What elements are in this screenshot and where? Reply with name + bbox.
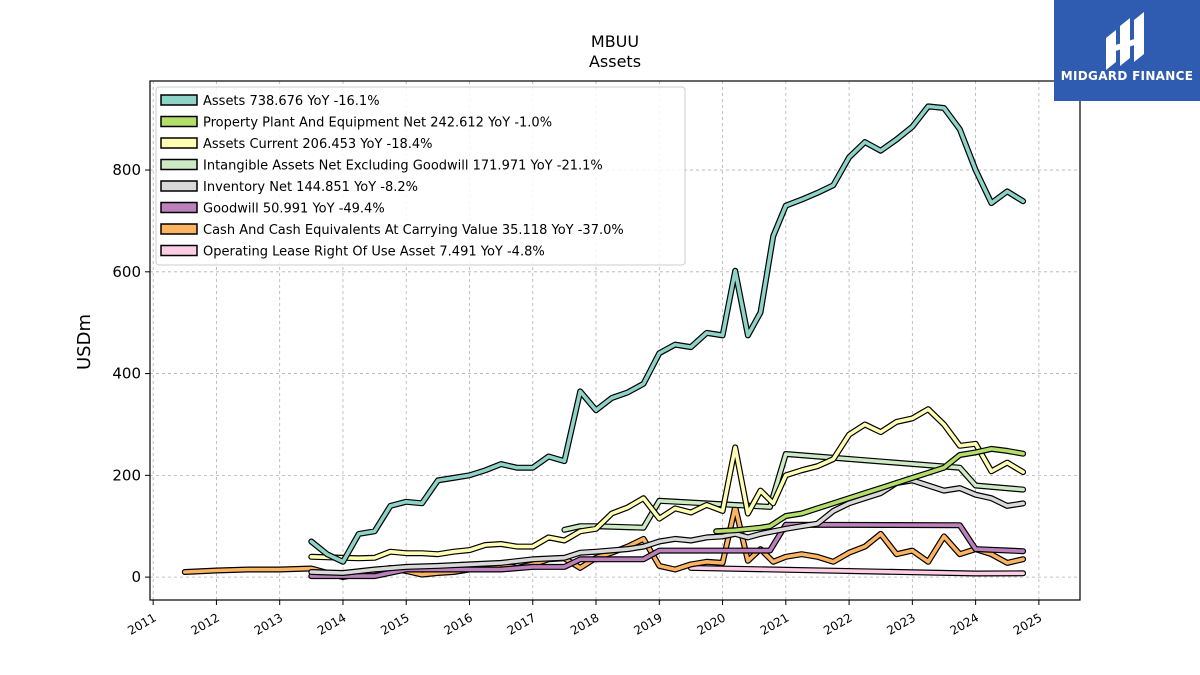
series-goodwill <box>308 521 1027 580</box>
legend-entry: Property Plant And Equipment Net 242.612… <box>203 116 552 131</box>
series-line <box>562 452 1025 532</box>
logo-text: MIDGARD FINANCE <box>1061 69 1193 83</box>
legend-swatch <box>160 94 198 106</box>
legend-box <box>155 86 686 266</box>
series-line <box>309 478 1025 575</box>
chart-title: MBUU <box>591 32 639 51</box>
y-tick-label: 0 <box>131 568 141 586</box>
y-axis-label: USDm <box>74 314 95 370</box>
y-axis: 0 200 400 600 800 <box>112 161 150 586</box>
legend-entry: Assets 738.676 YoY -16.1% <box>203 94 380 109</box>
legend-entry: Goodwill 50.991 YoY -49.4% <box>203 202 385 217</box>
legend-entry: Operating Lease Right Of Use Asset 7.491… <box>203 245 545 260</box>
legend-swatch <box>160 201 198 214</box>
legend-swatch <box>160 180 198 192</box>
y-tick-label: 600 <box>112 263 141 281</box>
plot-area-frame <box>149 80 1081 601</box>
legend: Assets 738.676 YoY -16.1% Property Plant … <box>155 86 686 266</box>
series-line <box>689 566 1025 576</box>
series-operating-lease-right-of-use-asset <box>687 564 1027 577</box>
legend-swatch <box>160 115 198 128</box>
legend-entry: Assets Current 206.453 YoY -18.4% <box>203 137 433 152</box>
legend-swatch <box>160 158 198 171</box>
series-lines <box>181 103 1027 581</box>
series-line <box>309 522 1025 578</box>
series-inventory-net <box>308 477 1027 576</box>
series-line <box>309 407 1025 561</box>
legend-swatch <box>160 223 198 235</box>
logo-mark-icon <box>1106 12 1144 70</box>
series-assets <box>308 103 1027 565</box>
series-intangible-assets-net-excluding-goodwill <box>561 451 1027 533</box>
chart-subtitle: Assets <box>589 52 641 71</box>
series-line <box>714 447 1025 534</box>
legend-entry: Cash And Cash Equivalents At Carrying Va… <box>203 223 624 238</box>
y-tick-label: 400 <box>112 365 141 383</box>
logo: MIDGARD FINANCE <box>1054 0 1200 101</box>
series-line <box>309 104 1025 564</box>
legend-entry: Intangible Assets Net Excluding Goodwill… <box>203 159 603 174</box>
y-tick-label: 200 <box>112 466 141 484</box>
legend-swatch <box>160 137 198 149</box>
legend-entry: Inventory Net 144.851 YoY -8.2% <box>203 180 418 195</box>
legend-swatch <box>160 244 198 257</box>
series-assets-current <box>308 406 1027 562</box>
y-tick-label: 800 <box>112 161 141 179</box>
series-property-plant-and-equipment-net <box>713 445 1027 535</box>
